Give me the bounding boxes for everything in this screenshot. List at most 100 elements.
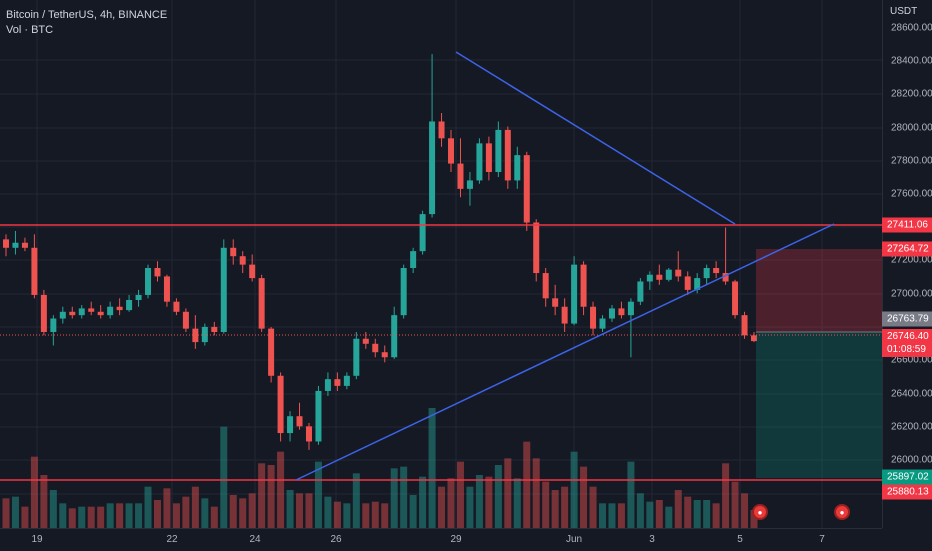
time-tick: Jun bbox=[565, 534, 583, 545]
candle-body bbox=[211, 326, 218, 332]
candle-body bbox=[495, 129, 502, 172]
volume-bar bbox=[390, 468, 398, 528]
price-tick: 27000.00 bbox=[891, 288, 932, 300]
candle-body bbox=[381, 352, 388, 358]
volume-bar bbox=[87, 506, 95, 528]
volume-bar bbox=[456, 461, 464, 528]
volume-bar bbox=[106, 503, 114, 528]
volume-bar bbox=[239, 498, 247, 528]
candle-body bbox=[457, 163, 464, 189]
candle-body bbox=[3, 239, 9, 248]
volume-bar bbox=[40, 475, 48, 528]
descending-trendline[interactable] bbox=[455, 51, 736, 225]
candle-body bbox=[466, 180, 473, 189]
volume-bar bbox=[68, 508, 76, 528]
candle-body bbox=[126, 300, 133, 311]
price-axis-unit[interactable]: USDT bbox=[890, 6, 918, 17]
volume-bar bbox=[466, 486, 474, 528]
symbol-title[interactable]: Bitcoin / TetherUS, 4h, BINANCE bbox=[6, 9, 168, 21]
candle-body bbox=[438, 121, 445, 139]
candle-body bbox=[590, 306, 597, 329]
volume-bar bbox=[229, 495, 237, 528]
volume-bar bbox=[617, 503, 625, 528]
candle-body bbox=[571, 264, 578, 324]
volume-bar bbox=[220, 426, 228, 528]
volume-bar bbox=[191, 486, 199, 528]
volume-bar bbox=[674, 490, 682, 528]
volume-bar bbox=[381, 503, 389, 528]
volume-bar bbox=[296, 493, 304, 528]
candle-body bbox=[59, 311, 66, 319]
candle-body bbox=[514, 155, 521, 181]
resistance-price-label: 27411.06 bbox=[882, 217, 932, 233]
current-price-value: 26746.40 bbox=[887, 331, 929, 342]
flag-icon[interactable]: ● bbox=[752, 504, 768, 520]
volume-bar bbox=[172, 503, 180, 528]
target-zone[interactable] bbox=[756, 332, 882, 478]
volume-bar bbox=[125, 503, 133, 528]
entry-price-label: 26763.79 bbox=[882, 311, 932, 327]
time-tick: 29 bbox=[450, 534, 462, 545]
volume-indicator-label[interactable]: Vol · BTC bbox=[6, 24, 54, 36]
volume-bar bbox=[561, 486, 569, 528]
volume-bar bbox=[116, 503, 124, 528]
candle-body bbox=[258, 278, 265, 329]
volume-bar bbox=[570, 451, 578, 528]
volume-bar bbox=[523, 441, 531, 528]
candle-body bbox=[665, 269, 672, 280]
candle-body bbox=[599, 318, 606, 329]
volume-bar bbox=[693, 500, 701, 528]
volume-bar bbox=[400, 466, 408, 528]
volume-bar bbox=[267, 465, 275, 528]
price-tick: 26000.00 bbox=[891, 454, 932, 466]
price-tick: 28400.00 bbox=[891, 55, 932, 67]
volume-bar bbox=[542, 481, 550, 528]
volume-bar bbox=[362, 503, 370, 528]
candle-body bbox=[637, 281, 644, 302]
candle-body bbox=[277, 375, 284, 434]
price-tick: 28200.00 bbox=[891, 88, 932, 100]
candle-body bbox=[220, 247, 227, 332]
plot-area[interactable] bbox=[0, 0, 882, 528]
candle-body bbox=[12, 242, 19, 248]
candle-body bbox=[182, 311, 189, 329]
candle-body bbox=[391, 315, 398, 358]
volume-bars bbox=[2, 408, 758, 528]
candle-body bbox=[135, 294, 142, 300]
volume-bar bbox=[636, 493, 644, 528]
candle-body bbox=[429, 121, 436, 215]
price-axis[interactable]: USDT 28600.00 28400.00 28200.00 28000.00… bbox=[882, 0, 932, 528]
candle-body bbox=[741, 315, 748, 336]
volume-bar bbox=[182, 496, 190, 528]
candle-body bbox=[163, 276, 170, 302]
time-axis[interactable]: 19 22 24 26 29 Jun 3 5 7 bbox=[0, 528, 882, 551]
volume-bar bbox=[646, 501, 654, 528]
candle-body bbox=[50, 318, 57, 332]
stop-price-label: 27264.72 bbox=[882, 241, 932, 257]
volume-bar bbox=[655, 500, 663, 528]
candle-body bbox=[268, 328, 275, 376]
volume-bar bbox=[11, 496, 19, 528]
candle-body bbox=[448, 138, 455, 164]
volume-bar bbox=[210, 506, 218, 528]
candle-body bbox=[116, 306, 123, 311]
candle-body bbox=[722, 273, 729, 282]
support-price-label: 25880.13 bbox=[882, 484, 932, 500]
volume-bar bbox=[371, 501, 379, 528]
volume-bar bbox=[248, 493, 256, 528]
candle-body bbox=[627, 301, 634, 316]
current-price-label: 26746.40 01:08:59 bbox=[882, 329, 932, 357]
time-tick: 22 bbox=[166, 534, 178, 545]
candle-body bbox=[296, 416, 303, 427]
flag-icon[interactable]: ● bbox=[834, 504, 850, 520]
ascending-trendline[interactable] bbox=[295, 223, 835, 481]
candles bbox=[3, 54, 757, 450]
volume-bar bbox=[608, 503, 616, 528]
price-tick: 26200.00 bbox=[891, 421, 932, 433]
candle-body bbox=[372, 343, 379, 353]
stop-zone[interactable] bbox=[756, 249, 882, 332]
time-tick: 5 bbox=[737, 534, 743, 545]
candle-body bbox=[713, 268, 720, 274]
chart-legend[interactable]: Bitcoin / TetherUS, 4h, BINANCE Vol · BT… bbox=[6, 8, 167, 38]
